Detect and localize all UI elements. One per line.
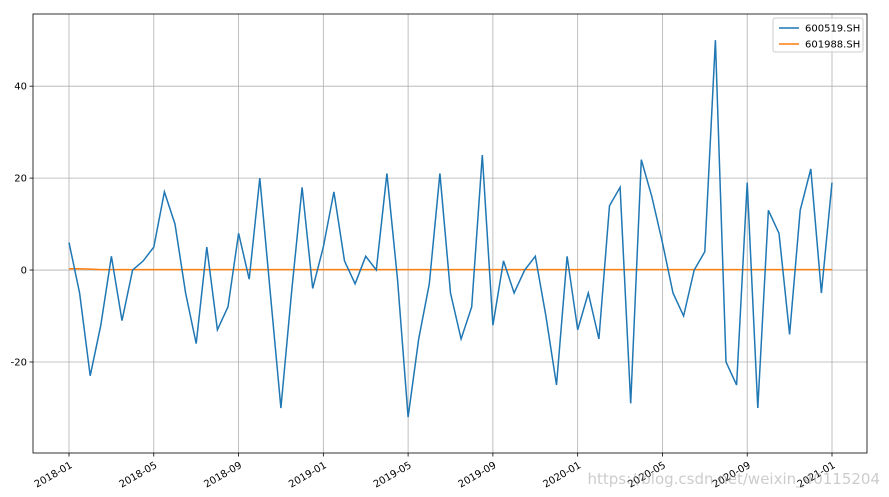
x-tick-label: 2019-09 (457, 460, 499, 490)
x-tick-label: 2018-09 (202, 460, 244, 490)
watermark: https://blog.csdn.net/weixin_40115204 (587, 470, 880, 489)
plot-area (33, 14, 867, 453)
y-tick-label: 20 (14, 174, 27, 185)
legend-label: 601988.SH (805, 40, 860, 51)
x-tick-label: 2019-05 (372, 460, 414, 490)
frame (32, 13, 868, 454)
legend-label: 600519.SH (805, 24, 860, 35)
x-tick-label: 2018-01 (33, 460, 75, 490)
series-line (68, 40, 833, 418)
y-tick-label: -20 (11, 357, 27, 368)
x-tick-label: 2019-01 (287, 460, 329, 490)
x-tick-label: 2020-01 (541, 460, 583, 490)
x-tick-label: 2018-05 (118, 460, 160, 490)
series-line (69, 267, 832, 271)
y-tick-label: 40 (14, 82, 27, 93)
y-tick-label: 0 (21, 266, 27, 277)
